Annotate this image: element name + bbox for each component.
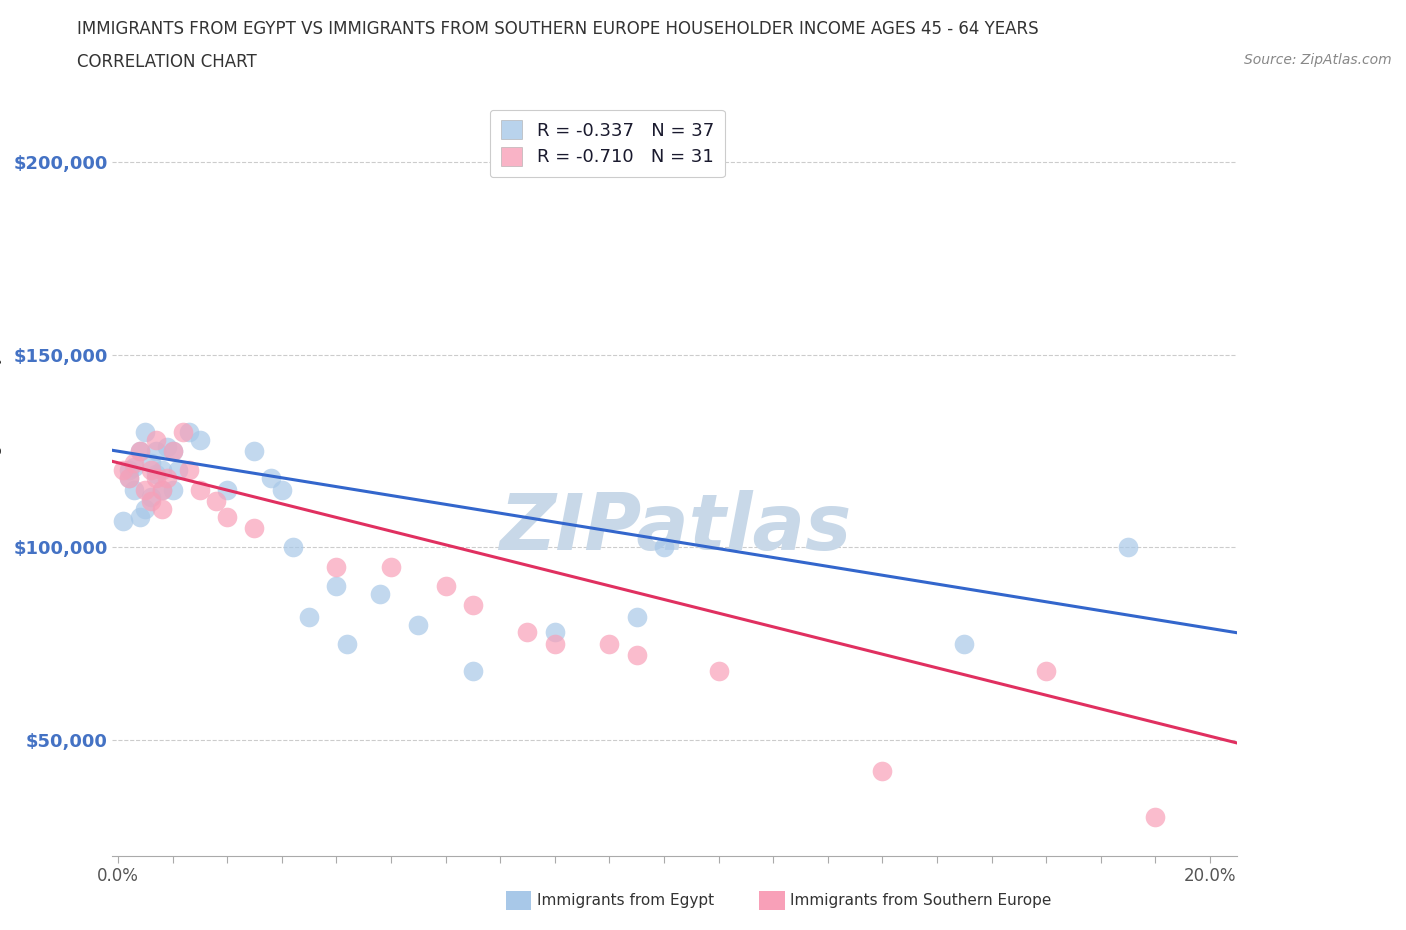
Point [134, 483, 156, 498]
Point [872, 764, 894, 778]
Point [145, 467, 167, 482]
Point [953, 636, 976, 651]
Point [1035, 663, 1057, 678]
Point [260, 471, 283, 485]
Point [217, 510, 239, 525]
Point [118, 471, 141, 485]
Point [167, 463, 190, 478]
Point [139, 463, 162, 478]
Point [626, 648, 648, 663]
Point [368, 586, 391, 601]
Point [298, 609, 321, 624]
Text: IMMIGRANTS FROM EGYPT VS IMMIGRANTS FROM SOUTHERN EUROPE HOUSEHOLDER INCOME AGES: IMMIGRANTS FROM EGYPT VS IMMIGRANTS FROM… [77, 20, 1039, 38]
Point [434, 578, 457, 593]
Point [124, 456, 146, 471]
Text: Immigrants from Egypt: Immigrants from Egypt [537, 893, 714, 908]
Point [177, 424, 200, 439]
Point [139, 490, 162, 505]
Point [325, 559, 347, 574]
Point [626, 609, 648, 624]
Point [243, 521, 266, 536]
Point [139, 494, 162, 509]
Point [177, 463, 200, 478]
Text: Source: ZipAtlas.com: Source: ZipAtlas.com [1244, 53, 1392, 67]
Point [112, 513, 135, 528]
Point [128, 510, 150, 525]
Point [188, 432, 211, 447]
Point [217, 483, 239, 498]
Point [707, 663, 730, 678]
Point [544, 636, 567, 651]
Point [124, 483, 146, 498]
Text: ZIPatlas: ZIPatlas [499, 490, 851, 565]
Point [118, 463, 141, 478]
Point [162, 483, 184, 498]
Point [145, 432, 167, 447]
Point [150, 463, 173, 478]
Point [156, 471, 179, 485]
Point [243, 444, 266, 458]
Point [150, 483, 173, 498]
Text: CORRELATION CHART: CORRELATION CHART [77, 53, 257, 71]
Point [124, 459, 146, 474]
Point [128, 444, 150, 458]
Point [281, 540, 304, 555]
Point [172, 424, 194, 439]
Point [336, 636, 359, 651]
Point [145, 471, 167, 485]
Point [139, 456, 162, 471]
Point [544, 625, 567, 640]
Point [380, 559, 402, 574]
Point [162, 444, 184, 458]
Point [652, 540, 675, 555]
Point [516, 625, 538, 640]
Point [118, 471, 141, 485]
Text: Immigrants from Southern Europe: Immigrants from Southern Europe [790, 893, 1052, 908]
Point [1144, 810, 1167, 825]
Point [270, 483, 292, 498]
Point [1116, 540, 1139, 555]
Point [134, 501, 156, 516]
Y-axis label: Householder Income Ages 45 - 64 years: Householder Income Ages 45 - 64 years [0, 321, 3, 628]
Point [134, 424, 156, 439]
Point [188, 483, 211, 498]
Point [150, 483, 173, 498]
Point [162, 444, 184, 458]
Legend: R = -0.337   N = 37, R = -0.710   N = 31: R = -0.337 N = 37, R = -0.710 N = 31 [489, 110, 725, 178]
Point [325, 578, 347, 593]
Point [461, 598, 484, 613]
Point [205, 494, 228, 509]
Point [112, 463, 135, 478]
Point [598, 636, 620, 651]
Point [145, 444, 167, 458]
Point [406, 618, 429, 632]
Point [150, 501, 173, 516]
Point [461, 663, 484, 678]
Point [156, 440, 179, 455]
Point [128, 444, 150, 458]
